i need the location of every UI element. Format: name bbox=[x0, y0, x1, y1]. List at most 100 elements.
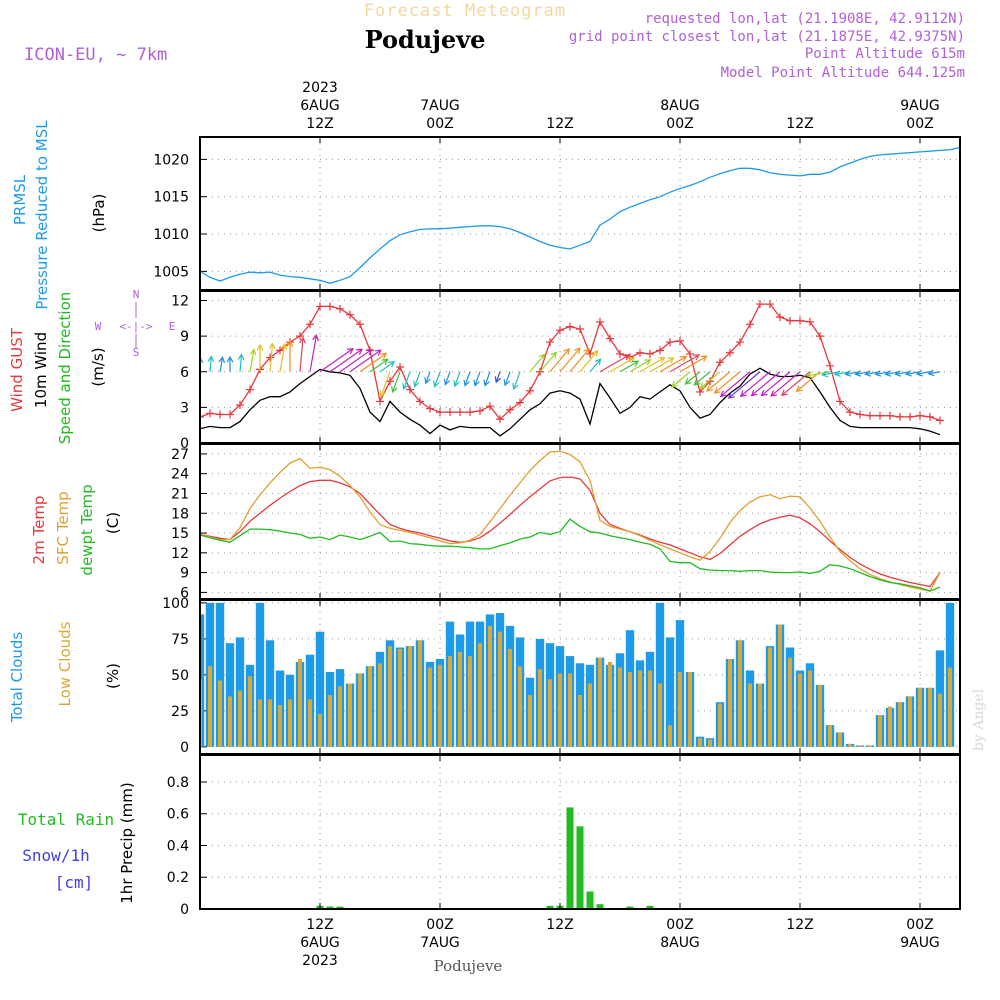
wind-arrow-head bbox=[402, 383, 409, 391]
low-cloud-bar bbox=[458, 651, 462, 747]
wind-arrow-head bbox=[312, 333, 319, 342]
wind-arrow-head bbox=[854, 370, 862, 377]
wind-arrow-head bbox=[256, 343, 264, 351]
low-cloud-bar bbox=[468, 656, 472, 747]
wind-arrow-head bbox=[927, 369, 935, 377]
low-cloud-bar bbox=[688, 672, 692, 747]
gust-point bbox=[516, 398, 524, 407]
low-cloud-bar bbox=[838, 732, 842, 747]
wind-arrow bbox=[504, 371, 511, 386]
wind-arrow bbox=[599, 354, 630, 373]
low-cloud-bar bbox=[288, 699, 292, 747]
precipitation-panel: 0 0.2 0.4 0.6 0.8 bbox=[167, 754, 961, 918]
wind-arrow-head bbox=[627, 357, 636, 364]
low-cloud-bar bbox=[578, 695, 582, 747]
wind-arrow-head bbox=[727, 392, 735, 399]
wind-arrow bbox=[414, 371, 421, 387]
wind-arrow bbox=[679, 355, 708, 373]
precip-label-snow: Snow/1h bbox=[22, 846, 89, 865]
wind-arrow bbox=[495, 371, 501, 383]
y-tick-label: 1015 bbox=[153, 190, 189, 206]
total-cloud-bar bbox=[665, 637, 675, 747]
bottom-time-axis: 12Z 6AUG 2023 00Z 7AUG 12Z 00Z 8AUG 12Z 00Z 9AUG bbox=[300, 917, 940, 969]
precip-label-rain: Total Rain bbox=[18, 810, 114, 829]
temp-label-dewpt: dewpt Temp bbox=[78, 484, 96, 575]
wind-arrow-head bbox=[563, 347, 571, 355]
wind-arrow bbox=[444, 371, 451, 385]
wind-arrow-head bbox=[805, 371, 813, 379]
wind-arrow bbox=[434, 371, 441, 387]
cloud-label-low: Low Clouds bbox=[56, 621, 74, 706]
low-cloud-bar bbox=[648, 670, 652, 747]
model-altitude: Model Point Altitude 644.125m bbox=[721, 65, 965, 81]
gust-point bbox=[456, 408, 464, 417]
low-cloud-bar bbox=[328, 695, 332, 747]
wind-arrow bbox=[484, 371, 491, 386]
low-cloud-bar bbox=[928, 687, 932, 747]
series-line-wind-gust bbox=[200, 303, 941, 422]
total-cloud-bar bbox=[315, 631, 325, 747]
wind-arrow bbox=[796, 371, 821, 392]
gust-point bbox=[926, 412, 934, 421]
low-cloud-bar bbox=[718, 703, 722, 747]
wind-arrow bbox=[239, 354, 243, 372]
y-tick-label: 0 bbox=[180, 436, 189, 452]
footer-location: Podujeve bbox=[434, 957, 503, 975]
gust-point bbox=[466, 408, 474, 417]
gust-point bbox=[706, 377, 714, 386]
wind-arrow bbox=[720, 371, 751, 397]
wind-arrow-head bbox=[670, 381, 678, 388]
wind-arrow bbox=[693, 371, 711, 386]
gust-point bbox=[776, 313, 784, 322]
low-cloud-bar bbox=[848, 743, 852, 747]
wind-arrow bbox=[895, 371, 911, 375]
wind-arrow-head bbox=[433, 380, 440, 388]
gust-point bbox=[506, 405, 514, 414]
time-label-bottom: 8AUG bbox=[660, 935, 700, 951]
precip-ylabel: 1hr Precip (mm) bbox=[118, 782, 136, 903]
gust-point bbox=[936, 416, 944, 425]
requested-location: requested lon,lat (21.1908E, 42.9112N) bbox=[645, 11, 965, 27]
gust-point bbox=[326, 302, 334, 311]
compass-east: E bbox=[169, 320, 176, 333]
wind-arrow-head bbox=[200, 356, 204, 364]
product-title: Forecast Meteogram bbox=[364, 1, 566, 21]
wind-arrow-head bbox=[904, 370, 912, 377]
y-tick-label: 0.8 bbox=[167, 775, 189, 791]
gust-point bbox=[296, 332, 304, 341]
gust-point bbox=[736, 338, 744, 347]
y-tick-label: 27 bbox=[171, 447, 189, 463]
gust-point bbox=[916, 411, 924, 420]
series-line-dewpt-temp bbox=[200, 518, 941, 592]
location-title: Podujeve bbox=[365, 25, 486, 54]
low-cloud-bar bbox=[238, 690, 242, 747]
rain-bar bbox=[586, 891, 594, 909]
low-cloud-bar bbox=[418, 640, 422, 747]
wind-arrow bbox=[392, 371, 401, 393]
y-tick-label: 21 bbox=[171, 486, 189, 502]
wind-arrow bbox=[699, 371, 721, 389]
total-cloud-bar bbox=[215, 602, 225, 747]
wind-arrow bbox=[474, 371, 481, 386]
gust-point bbox=[216, 410, 224, 419]
wind-arrow bbox=[629, 359, 651, 373]
time-label-bottom: 9AUG bbox=[900, 935, 940, 951]
wind-arrow-head bbox=[550, 351, 558, 359]
low-cloud-bar bbox=[488, 625, 492, 747]
gust-point bbox=[696, 387, 704, 396]
gust-point bbox=[386, 377, 394, 386]
credit-watermark: by Angel bbox=[971, 688, 987, 751]
wind-arrow bbox=[309, 335, 318, 372]
rain-bar bbox=[566, 807, 574, 909]
gust-point bbox=[336, 304, 344, 313]
time-label-top: 12Z bbox=[786, 116, 813, 132]
gust-point bbox=[596, 317, 604, 326]
wind-arrow bbox=[349, 349, 382, 373]
low-cloud-bar bbox=[858, 745, 862, 747]
wind-arrow bbox=[319, 348, 354, 373]
time-label-top: 2023 bbox=[302, 80, 338, 96]
compass-north: N bbox=[133, 288, 140, 301]
gust-point bbox=[826, 361, 834, 370]
low-cloud-bar bbox=[378, 663, 382, 747]
low-cloud-bar bbox=[678, 672, 682, 747]
